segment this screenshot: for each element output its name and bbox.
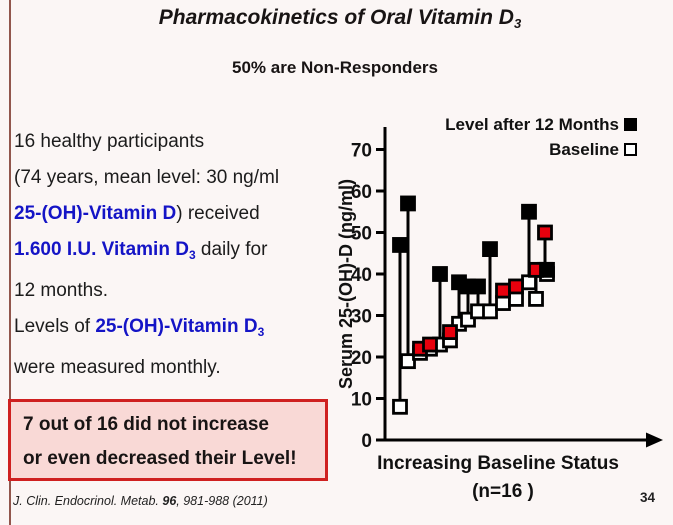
y-tick-label: 60 <box>351 182 372 203</box>
after-marker-nonresponder <box>422 336 438 353</box>
y-tick-label: 50 <box>351 224 372 245</box>
legend-label-baseline: Baseline <box>549 139 619 159</box>
text-segment: 12 months. <box>14 280 108 301</box>
text-segment: daily for <box>195 239 268 260</box>
text-segment: Levels of <box>14 316 96 337</box>
after-marker-responder <box>482 241 498 258</box>
text-segment: 1.600 I.U. Vitamin D <box>14 239 189 260</box>
text-segment: 3 <box>188 248 196 262</box>
title-text: Pharmacokinetics of Oral Vitamin D <box>158 6 514 29</box>
y-tick-label: 40 <box>351 265 372 286</box>
study-text-line: were measured monthly. <box>14 350 348 386</box>
text-segment: ) received <box>176 203 260 224</box>
legend-label-after: Level after 12 Months <box>445 114 619 134</box>
after-marker-nonresponder <box>537 224 553 241</box>
baseline-marker <box>482 303 498 320</box>
y-tick-label: 20 <box>351 348 372 369</box>
after-marker-responder <box>432 266 448 282</box>
subtitle: 50% are Non-Responders <box>232 58 438 77</box>
study-text-line: (74 years, mean level: 30 ng/ml <box>14 160 348 196</box>
callout-box: 7 out of 16 did not increase or even dec… <box>8 399 328 481</box>
x-axis-n-label: (n=16 ) <box>472 481 534 502</box>
title-subscript: 3 <box>513 16 522 31</box>
study-text-line: Levels of 25-(OH)-Vitamin D3 <box>14 309 348 350</box>
legend-row-baseline: Baseline <box>445 137 637 162</box>
open-square-icon <box>624 143 637 156</box>
y-axis-title: Serum 25-(OH)-D (ng/ml) <box>336 179 356 389</box>
y-tick-label: 10 <box>351 390 372 411</box>
text-segment: 25-(OH)-Vitamin D <box>95 316 258 337</box>
after-marker-responder <box>521 203 537 220</box>
after-marker-responder <box>392 237 408 253</box>
study-description: 16 healthy participants (74 years, mean l… <box>14 124 348 386</box>
page-number: 34 <box>639 490 655 505</box>
legend-row-after: Level after 12 Months <box>445 112 637 137</box>
after-marker-responder <box>400 195 416 212</box>
study-text-line: 16 healthy participants <box>14 124 348 160</box>
baseline-marker <box>392 398 408 415</box>
callout-line-1: 7 out of 16 did not increase <box>23 414 269 435</box>
text-segment: 96 <box>162 494 177 508</box>
study-text-line: 25-(OH)-Vitamin D) received <box>14 196 348 232</box>
after-marker-nonresponder <box>442 324 458 341</box>
after-marker-responder <box>470 278 486 295</box>
chart-legend: Level after 12 Months Baseline <box>445 112 637 162</box>
y-tick-label: 0 <box>361 431 372 452</box>
x-axis-title: Increasing Baseline Status <box>377 453 619 474</box>
slide-left-border <box>9 0 11 525</box>
callout-line-2: or even decreased their Level! <box>23 448 297 469</box>
filled-square-icon <box>624 118 637 131</box>
text-segment: 16 healthy participants <box>14 131 205 152</box>
baseline-marker <box>400 353 416 370</box>
page-title: Pharmacokinetics of Oral Vitamin D3 <box>20 6 660 31</box>
after-marker-nonresponder <box>508 278 524 295</box>
after-marker-nonresponder <box>495 282 511 299</box>
study-text-line: 12 months. <box>14 273 348 309</box>
text-segment: 3 <box>257 325 265 339</box>
baseline-marker <box>528 290 544 307</box>
after-marker-responder <box>539 261 555 278</box>
text-segment: , 981-988 (2011) <box>176 494 268 508</box>
text-segment: (74 years, mean level: 30 ng/ml <box>14 167 280 188</box>
x-axis-arrow-icon <box>646 432 663 448</box>
citation: J. Clin. Endocrinol. Metab. 96, 981-988 … <box>13 494 268 508</box>
text-segment: were measured monthly. <box>14 357 221 378</box>
text-segment: J. Clin. Endocrinol. Metab. <box>13 494 163 508</box>
y-tick-label: 70 <box>351 141 372 162</box>
text-segment: 25-(OH)-Vitamin D <box>14 203 177 224</box>
study-text-line: 1.600 I.U. Vitamin D3 daily for <box>14 232 348 273</box>
y-tick-label: 30 <box>351 307 372 328</box>
